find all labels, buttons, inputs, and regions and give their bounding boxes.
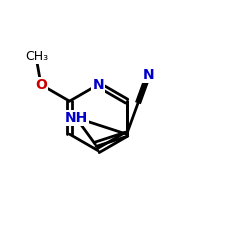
Text: N: N	[142, 68, 154, 82]
Text: NH: NH	[64, 111, 88, 125]
Text: N: N	[92, 78, 104, 92]
Text: O: O	[35, 78, 47, 92]
Text: CH₃: CH₃	[25, 50, 48, 63]
